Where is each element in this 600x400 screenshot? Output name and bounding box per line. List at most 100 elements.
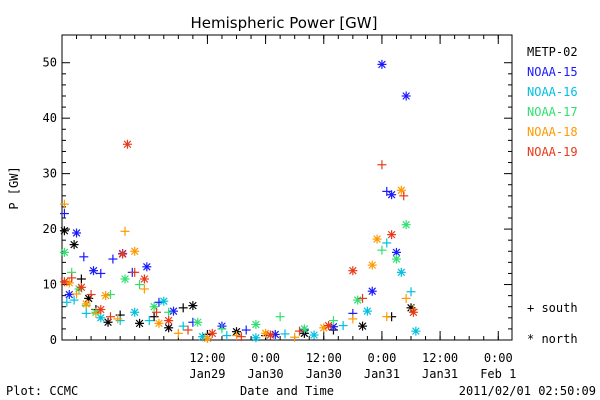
- marker-stroke: [143, 263, 151, 271]
- marker-stroke: [60, 248, 69, 257]
- point-north: [81, 299, 91, 309]
- series-noaa-18: [59, 185, 418, 343]
- marker-stroke: [101, 291, 110, 300]
- marker-stroke: [118, 250, 127, 258]
- point-north: [101, 291, 111, 301]
- point-north: [396, 185, 406, 195]
- point-north: [411, 326, 421, 336]
- marker-stroke: [266, 331, 275, 339]
- chart-title: Hemispheric Power [GW]: [191, 14, 378, 32]
- point-south: [328, 316, 338, 326]
- point-north: [387, 190, 397, 200]
- marker-stroke: [324, 321, 333, 330]
- marker-stroke: [135, 319, 144, 328]
- point-south: [377, 245, 387, 255]
- point-south: [358, 293, 368, 303]
- point-south: [275, 312, 285, 322]
- point-north: [188, 301, 198, 311]
- y-tick-label: 30: [43, 167, 57, 181]
- point-north: [139, 274, 149, 284]
- point-north: [387, 230, 397, 240]
- x-tick-date-label: Jan30: [248, 367, 284, 381]
- point-north: [299, 324, 309, 334]
- point-north: [372, 234, 382, 244]
- point-north: [120, 274, 130, 284]
- x-tick-date-label: Jan30: [306, 367, 342, 381]
- point-south: [178, 321, 188, 331]
- data-points: [59, 59, 421, 343]
- point-south: [105, 312, 115, 322]
- series-noaa-16: [62, 238, 421, 343]
- y-tick-label: 50: [43, 56, 57, 70]
- point-south: [69, 295, 79, 305]
- marker-stroke: [164, 324, 173, 332]
- point-north: [348, 266, 358, 276]
- point-north: [135, 318, 145, 328]
- point-north: [401, 91, 411, 101]
- point-south: [401, 293, 411, 303]
- x-tick-date-label: Jan29: [189, 367, 225, 381]
- point-north: [59, 247, 69, 257]
- legend-entry: NOAA-15: [527, 65, 578, 79]
- series-noaa-19: [59, 139, 418, 342]
- point-south: [152, 307, 162, 317]
- marker-stroke: [89, 266, 98, 275]
- marker-stroke: [60, 226, 69, 235]
- marker-stroke: [150, 302, 158, 311]
- marker-stroke: [82, 300, 91, 308]
- point-north: [207, 328, 217, 338]
- point-north: [391, 254, 401, 264]
- x-tick-label: 12:00: [422, 351, 458, 365]
- point-south: [295, 326, 305, 336]
- point-north: [367, 286, 377, 296]
- point-north: [367, 260, 377, 270]
- point-south: [178, 303, 188, 313]
- point-south: [115, 316, 125, 326]
- point-north: [168, 306, 178, 316]
- legend-marker-north: * north: [527, 332, 578, 346]
- point-south: [236, 332, 246, 342]
- point-north: [76, 282, 86, 292]
- point-north: [164, 316, 174, 326]
- x-tick-date-label: Jan31: [422, 367, 458, 381]
- legend: METP-02 NOAA-15 NOAA-16 NOAA-17 NOAA-18 NOAA-…: [527, 45, 578, 159]
- point-north: [265, 330, 275, 340]
- point-north: [154, 318, 164, 328]
- legend-entry: NOAA-19: [527, 145, 578, 159]
- marker-stroke: [65, 290, 74, 299]
- plot-frame: [61, 34, 513, 341]
- y-tick-label: 20: [43, 222, 57, 236]
- point-north: [118, 249, 128, 259]
- y-axis: 0 10 20 30 40 50: [43, 56, 512, 347]
- point-north: [251, 333, 261, 343]
- point-south: [96, 268, 106, 278]
- point-south: [241, 325, 251, 335]
- legend-marker-south: + south: [527, 301, 578, 315]
- marker-stroke: [193, 318, 202, 327]
- marker-stroke: [164, 316, 173, 325]
- point-north: [103, 317, 113, 327]
- marker-stroke: [378, 60, 386, 69]
- legend-entry: NOAA-16: [527, 85, 578, 99]
- marker-stroke: [310, 331, 318, 339]
- marker-stroke: [159, 297, 168, 305]
- marker-stroke: [271, 330, 280, 339]
- point-south: [91, 308, 101, 318]
- marker-stroke: [252, 333, 260, 342]
- point-north: [159, 296, 169, 306]
- point-north: [69, 240, 79, 250]
- marker-stroke: [349, 266, 357, 275]
- marker-stroke: [121, 275, 129, 283]
- point-south: [232, 331, 242, 341]
- legend-entry: METP-02: [527, 45, 578, 59]
- point-south: [377, 160, 387, 170]
- marker-stroke: [409, 308, 418, 317]
- point-north: [72, 228, 82, 238]
- marker-stroke: [387, 230, 396, 239]
- point-north: [353, 295, 363, 305]
- plot-credit: Plot: CCMC: [6, 384, 78, 398]
- point-south: [382, 186, 392, 196]
- marker-stroke: [358, 322, 367, 330]
- point-south: [59, 209, 69, 219]
